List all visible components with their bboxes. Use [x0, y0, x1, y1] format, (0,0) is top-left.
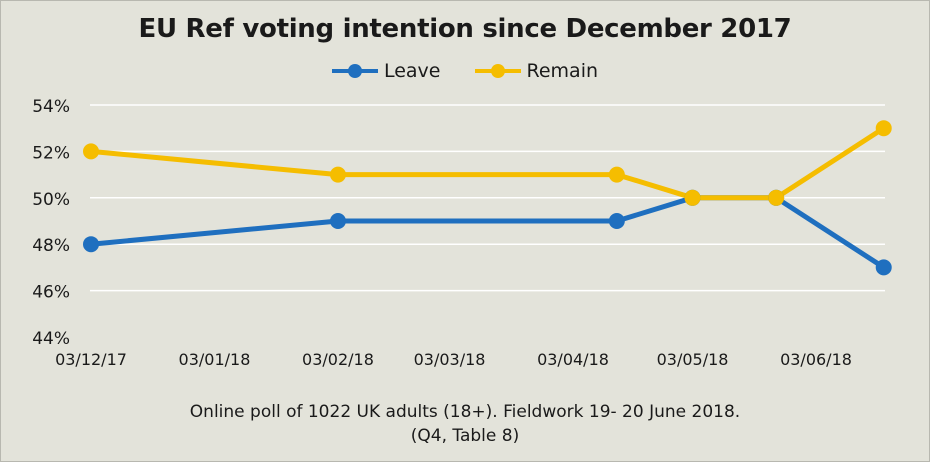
- x-tick-label: 03/12/17: [55, 350, 127, 369]
- x-tick-label: 03/02/18: [302, 350, 374, 369]
- legend-item-leave: Leave: [331, 60, 441, 82]
- chart-title: EU Ref voting intention since December 2…: [138, 14, 792, 44]
- data-point-remain: [608, 166, 625, 183]
- y-tick-label: 48%: [32, 236, 70, 256]
- x-tick-label: 03/06/18: [780, 350, 852, 369]
- y-tick-label: 50%: [32, 190, 70, 210]
- x-tick-label: 03/04/18: [537, 350, 609, 369]
- data-point-remain: [684, 189, 701, 206]
- legend-label-leave: Leave: [383, 60, 441, 82]
- y-tick-label: 52%: [32, 143, 70, 163]
- x-tick-label: 03/05/18: [657, 350, 729, 369]
- caption-line-2: (Q4, Table 8): [410, 426, 520, 446]
- data-point-leave: [875, 259, 892, 276]
- y-tick-label: 54%: [32, 97, 70, 117]
- y-tick-label: 44%: [32, 329, 70, 349]
- legend-item-remain: Remain: [474, 60, 599, 82]
- x-tick-label: 03/03/18: [414, 350, 486, 369]
- data-point-remain: [875, 120, 892, 137]
- y-tick-label: 46%: [32, 283, 70, 303]
- series-line-remain: [88, 125, 887, 201]
- chart-caption: Online poll of 1022 UK adults (18+). Fie…: [0, 400, 930, 448]
- legend-label-remain: Remain: [526, 60, 599, 82]
- data-point-remain: [329, 166, 346, 183]
- data-point-remain: [768, 189, 785, 206]
- chart-legend: Leave Remain: [0, 60, 930, 82]
- data-point-leave: [83, 236, 99, 253]
- series-line-leave: [88, 195, 887, 270]
- x-tick-label: 03/01/18: [179, 350, 251, 369]
- data-point-leave: [329, 213, 346, 229]
- legend-swatch-remain: [474, 64, 521, 78]
- legend-swatch-leave: [331, 64, 378, 78]
- data-point-leave: [608, 213, 625, 229]
- caption-line-1: Online poll of 1022 UK adults (18+). Fie…: [189, 402, 741, 422]
- data-point-remain: [83, 143, 99, 160]
